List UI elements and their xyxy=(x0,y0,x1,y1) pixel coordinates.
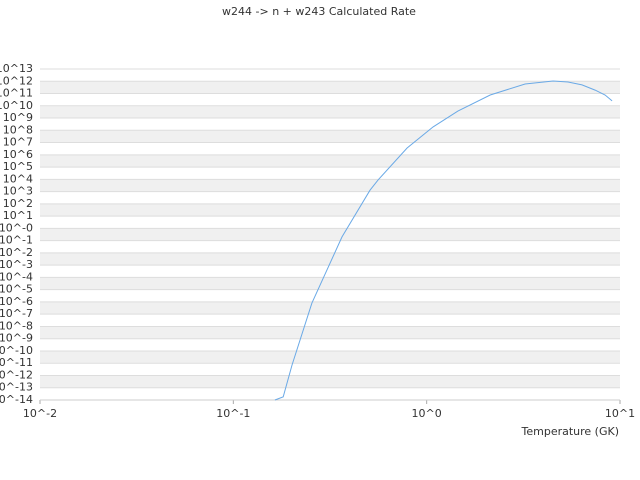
grid-band xyxy=(40,326,620,339)
x-tick-label: 10^-2 xyxy=(23,407,57,420)
y-tick-label: 10^-11 xyxy=(0,356,33,369)
grid-band xyxy=(40,105,620,119)
y-tick-label: 10^7 xyxy=(3,136,33,149)
y-tick-label: 10^-9 xyxy=(0,332,33,345)
x-tick-label: 10^1 xyxy=(605,407,635,420)
y-tick-label: 10^-13 xyxy=(0,381,33,394)
x-tick-label: 10^-1 xyxy=(216,407,250,420)
grid-band xyxy=(40,228,620,241)
y-tick-label: 10^3 xyxy=(3,185,33,198)
grid-band xyxy=(40,130,620,143)
grid-band xyxy=(40,277,620,290)
grid-band xyxy=(40,203,620,217)
y-tick-label: 10^6 xyxy=(3,148,33,161)
y-tick-label: 10^9 xyxy=(3,111,33,124)
y-tick-label: 10^4 xyxy=(3,172,33,185)
y-tick-label: 10^-4 xyxy=(0,270,33,283)
y-tick-label: 10^12 xyxy=(0,74,33,87)
y-tick-label: 10^13 xyxy=(0,62,33,75)
y-tick-label: 10^-8 xyxy=(0,319,33,332)
y-tick-label: 10^-14 xyxy=(0,393,33,406)
y-tick-label: 10^-7 xyxy=(0,307,33,320)
y-tick-label: 10^-10 xyxy=(0,344,33,357)
y-tick-label: 10^10 xyxy=(0,99,33,112)
y-tick-label: 10^-1 xyxy=(0,234,33,247)
y-tick-label: 10^-3 xyxy=(0,258,33,271)
grid-band xyxy=(40,154,620,168)
grid-band xyxy=(40,375,620,388)
y-tick-label: 10^1 xyxy=(3,209,33,222)
y-tick-label: 10^5 xyxy=(3,160,33,173)
y-tick-label: 10^-5 xyxy=(0,283,33,296)
grid-band xyxy=(40,301,620,315)
grid-band xyxy=(40,179,620,192)
grid-band xyxy=(40,252,620,266)
y-tick-label: 10^-2 xyxy=(0,246,33,259)
grid-bands xyxy=(40,81,620,388)
x-tick-label: 10^0 xyxy=(412,407,442,420)
y-tick-label: 10^2 xyxy=(3,197,33,210)
y-tick-label: 10^-0 xyxy=(0,221,33,234)
grid-band xyxy=(40,81,620,94)
data-line xyxy=(274,80,613,401)
y-tick-label: 10^-12 xyxy=(0,368,33,381)
x-axis-label: Temperature (GK) xyxy=(521,425,620,438)
y-tick-label: 10^8 xyxy=(3,123,33,136)
y-tick-label: 10^11 xyxy=(0,87,33,100)
grid-band xyxy=(40,350,620,364)
chart-title: w244 -> n + w243 Calculated Rate xyxy=(222,5,416,18)
y-tick-label: 10^-6 xyxy=(0,295,33,308)
